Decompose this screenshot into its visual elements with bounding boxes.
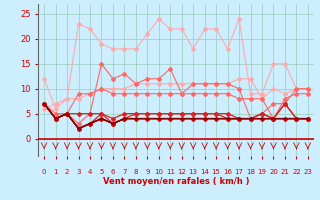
X-axis label: Vent moyen/en rafales ( km/h ): Vent moyen/en rafales ( km/h ) xyxy=(103,177,249,186)
